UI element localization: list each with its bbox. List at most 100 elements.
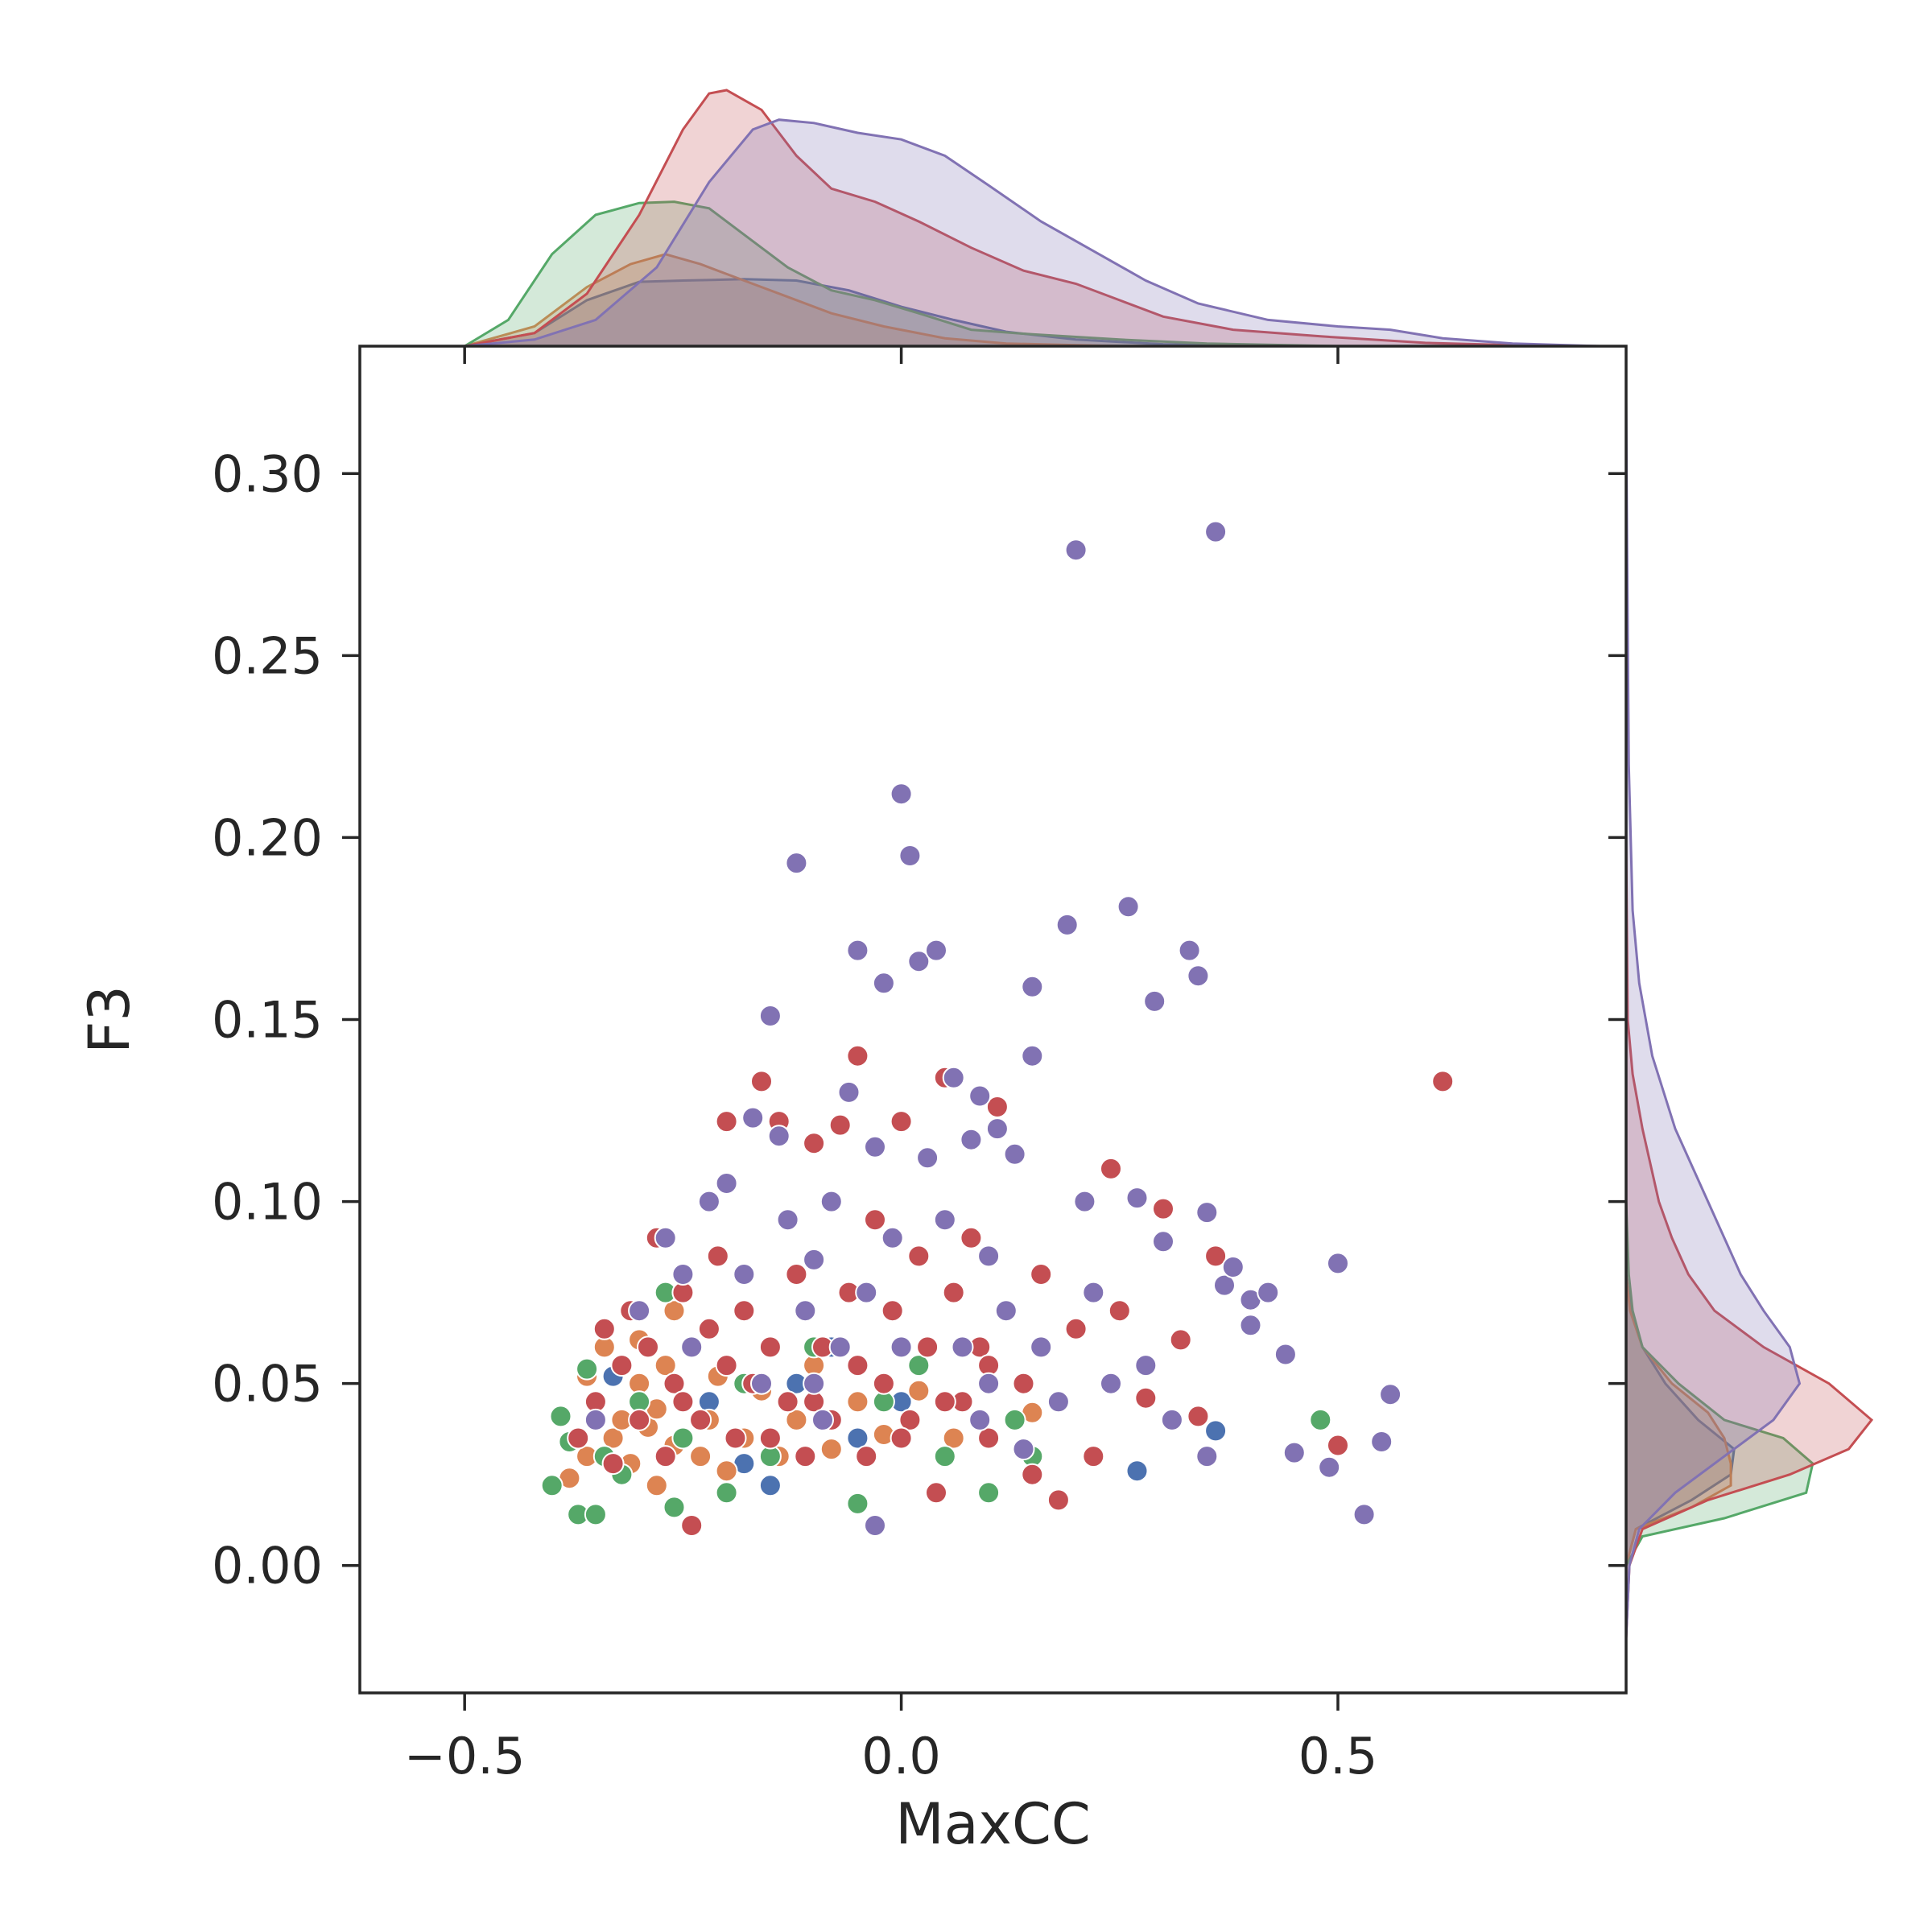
scatter-point-s4-46	[1100, 1372, 1122, 1395]
scatter-point-s4-37	[1003, 1142, 1026, 1166]
scatter-point-s4-51	[1152, 1230, 1174, 1253]
y-tick-label: 0.00	[212, 1537, 323, 1596]
scatter-point-s3-26	[803, 1132, 826, 1155]
scatter-point-s3-42	[942, 1281, 965, 1304]
y-tick-label: 0.05	[212, 1355, 323, 1414]
scatter-point-s2-17	[933, 1445, 956, 1468]
scatter-point-s3-16	[715, 1110, 738, 1133]
scatter-point-s3-60	[1187, 1405, 1210, 1428]
scatter-point-s4-32	[960, 1128, 983, 1151]
scatter-point-s4-0	[584, 1408, 607, 1431]
scatter-point-s4-8	[750, 1372, 773, 1395]
scatter-point-s4-40	[1030, 1335, 1053, 1359]
scatter-point-s3-55	[1108, 1299, 1131, 1323]
scatter-point-s3-47	[985, 1096, 1009, 1118]
scatter-point-s1-17	[715, 1459, 738, 1483]
top-kde-1	[464, 253, 1120, 348]
scatter-point-s2-0	[540, 1474, 564, 1497]
scatter-point-s4-20	[855, 1281, 878, 1304]
scatter-point-s3-18	[733, 1299, 756, 1323]
scatter-point-s4-47	[1117, 895, 1140, 919]
scatter-point-s4-17	[828, 1335, 852, 1359]
top-kde-3	[464, 89, 1557, 348]
scatter-point-s4-28	[925, 939, 947, 962]
scatter-point-s2-21	[1003, 1408, 1026, 1431]
scatter-point-s4-21	[864, 1135, 886, 1158]
scatter-point-s4-24	[890, 782, 913, 806]
scatter-point-s2-9	[671, 1426, 695, 1450]
scatter-point-s4-43	[1064, 539, 1088, 562]
scatter-point-s4-7	[741, 1106, 765, 1129]
scatter-point-s4-61	[1274, 1343, 1297, 1366]
scatter-point-s0-7	[846, 1426, 869, 1450]
scatter-point-s4-76	[977, 1372, 1001, 1395]
scatter-point-s3-6	[628, 1408, 651, 1431]
scatter-point-s4-18	[837, 1080, 861, 1104]
scatter-point-s1-9	[645, 1474, 668, 1497]
scatter-point-s1-14	[689, 1445, 712, 1468]
scatter-point-s4-9	[758, 1005, 782, 1027]
scatter-point-s4-10	[767, 1125, 791, 1148]
scatter-point-s2-22	[584, 1503, 607, 1526]
scatter-point-s4-25	[898, 844, 922, 867]
scatter-point-s4-35	[985, 1117, 1009, 1141]
x-axis-ticks: −0.5 0.0 0.5	[404, 346, 1377, 1785]
scatter-point-s4-27	[916, 1146, 939, 1170]
scatter-point-s1-4	[601, 1426, 625, 1450]
right-marginal-kde	[1624, 400, 1874, 1639]
scatter-point-s3-10	[663, 1372, 686, 1395]
top-kde-4	[464, 118, 1600, 348]
scatter-point-s3-0	[567, 1426, 590, 1450]
scatter-point-s2-4	[576, 1357, 599, 1381]
scatter-point-s4-69	[1239, 1314, 1262, 1337]
scatter-point-s4-11	[776, 1208, 799, 1232]
scatter-point-s3-29	[828, 1113, 852, 1137]
scatter-point-s4-12	[785, 852, 808, 875]
scatter-point-s3-59	[1169, 1328, 1192, 1352]
scatter-point-s3-62	[1327, 1434, 1349, 1457]
scatter-point-s4-67	[1379, 1383, 1402, 1406]
scatter-point-s3-67	[933, 1390, 956, 1414]
scatter-point-s4-48	[1125, 1187, 1149, 1210]
scatter-point-s3-25	[794, 1445, 817, 1468]
scatter-point-s0-11	[1125, 1459, 1149, 1483]
scatter-point-s1-10	[654, 1354, 677, 1377]
scatter-point-s3-2	[592, 1317, 616, 1340]
scatter-point-s1-23	[819, 1438, 843, 1461]
scatter-point-s4-54	[1187, 964, 1210, 988]
scatter-point-s4-38	[1012, 1438, 1035, 1461]
scatter-point-s4-45	[1082, 1281, 1105, 1304]
scatter-point-s3-15	[706, 1245, 729, 1268]
x-tick-label: −0.5	[404, 1727, 526, 1785]
scatter-point-s4-6	[733, 1263, 756, 1286]
scatter-point-s4-72	[1021, 975, 1044, 998]
scatter-point-s4-44	[1073, 1190, 1096, 1213]
scatter-point-s2-14	[846, 1492, 869, 1515]
y-axis-label: F3	[76, 985, 142, 1054]
scatter-point-s3-31	[846, 1044, 869, 1067]
scatter-point-s3-32	[855, 1445, 878, 1468]
scatter-point-s3-61	[1204, 1245, 1228, 1268]
scatter-point-s4-1	[628, 1299, 651, 1323]
scatter-point-s3-53	[1082, 1445, 1105, 1468]
x-axis-label: MaxCC	[895, 1791, 1090, 1857]
x-tick-label: 0.0	[861, 1727, 941, 1785]
scatter-point-s4-68	[1195, 1201, 1219, 1224]
y-axis-ticks: 0.00 0.05 0.10 0.15 0.20 0.25 0.30	[212, 444, 1626, 1596]
scatter-point-s4-2	[654, 1226, 677, 1249]
scatter-point-s4-41	[1046, 1390, 1070, 1414]
scatter-point-s0-12	[1204, 1419, 1228, 1443]
scatter-point-s2-20	[1309, 1408, 1332, 1431]
scatter-point-s3-46	[977, 1426, 1001, 1450]
scatter-point-s1-26	[907, 1379, 931, 1402]
scatter-point-s4-4	[697, 1190, 720, 1213]
scatter-point-s4-39	[1021, 1044, 1044, 1067]
scatter-point-s3-68	[1021, 1463, 1044, 1486]
scatter-point-s3-7	[637, 1335, 659, 1359]
scatter-point-s0-13	[758, 1474, 782, 1497]
scatter-point-s4-57	[1213, 1274, 1236, 1297]
scatter-point-s4-75	[890, 1335, 913, 1359]
scatter-point-s3-37	[898, 1408, 922, 1431]
x-tick-label: 0.5	[1298, 1727, 1378, 1785]
